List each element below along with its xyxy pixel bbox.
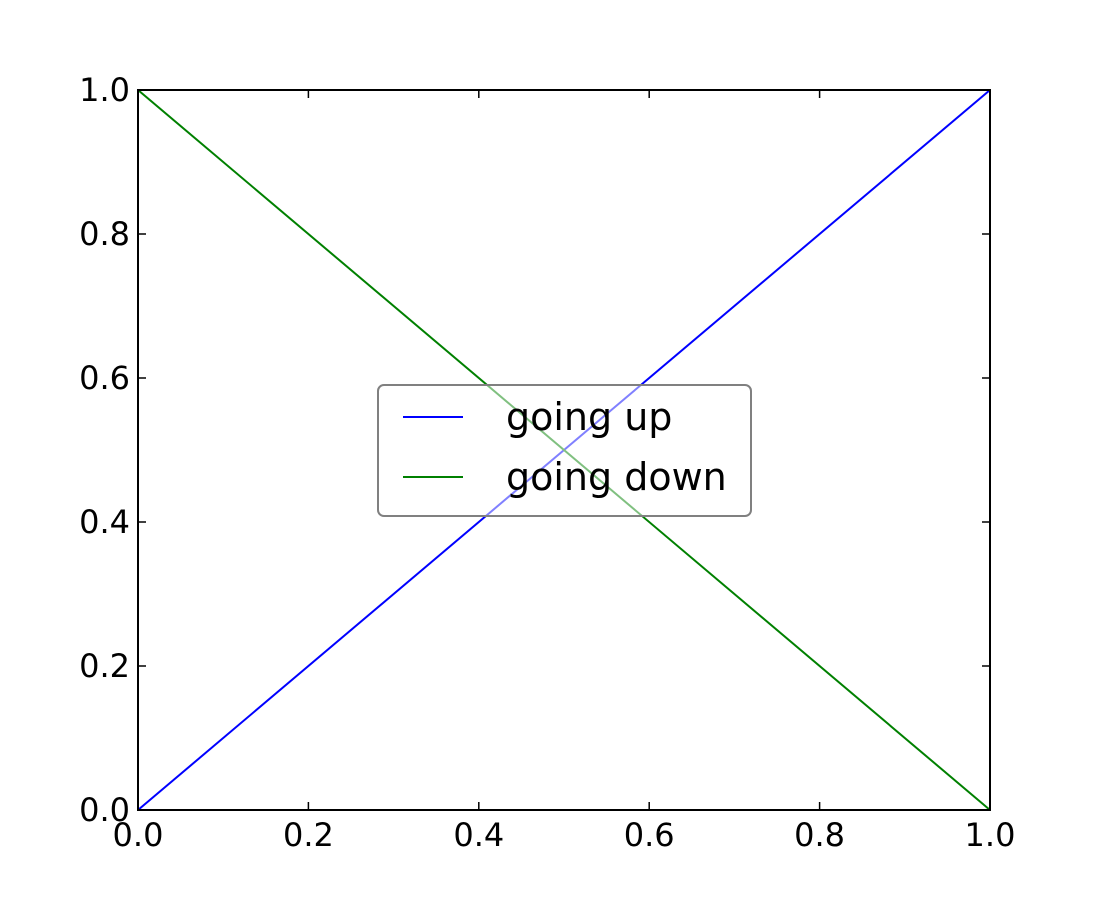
legend-label-going-down: going down — [506, 455, 727, 499]
x-tick-label: 1.0 — [965, 816, 1016, 854]
y-tick-label: 0.8 — [79, 215, 130, 253]
y-tick-label: 0.2 — [79, 647, 130, 685]
legend-frame — [377, 384, 752, 517]
x-tick-label: 0.8 — [794, 816, 845, 854]
x-tick-label: 0.2 — [283, 816, 334, 854]
y-tick-label: 0.0 — [79, 791, 130, 829]
x-tick-label: 0.4 — [453, 816, 504, 854]
y-tick-label: 0.6 — [79, 359, 130, 397]
legend-label-going-up: going up — [506, 395, 672, 439]
x-tick-label: 0.0 — [113, 816, 164, 854]
legend: going up going down — [377, 384, 752, 517]
y-tick-label: 1.0 — [79, 71, 130, 109]
plot-frame — [137, 89, 991, 811]
x-tick-label: 0.6 — [624, 816, 675, 854]
y-tick-label: 0.4 — [79, 503, 130, 541]
tick-labels-layer: 0.0 0.2 0.4 0.6 0.8 1.0 0.0 0.2 0.4 0.6 0.8 1.0 — [79, 71, 1015, 854]
